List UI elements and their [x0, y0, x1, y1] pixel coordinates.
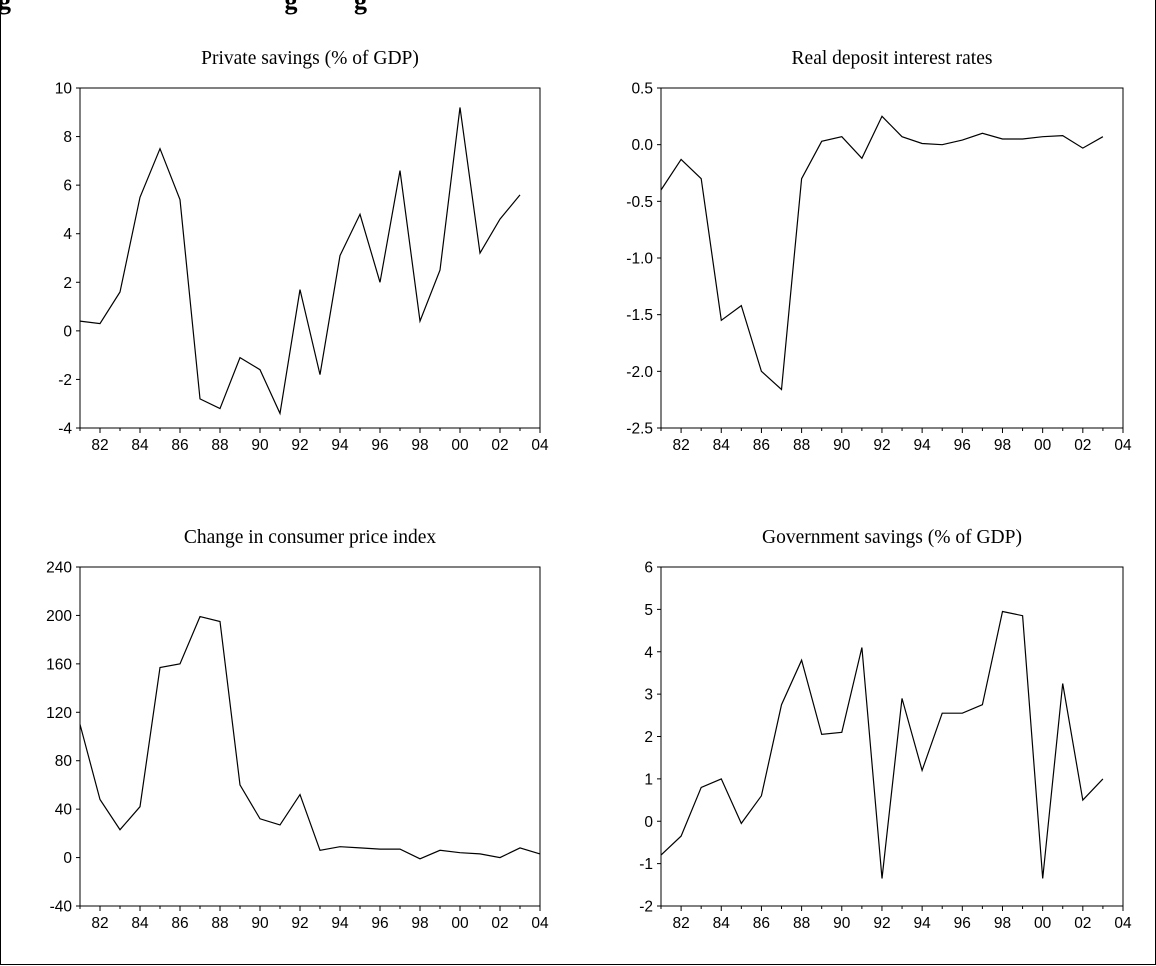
y-tick-label: -2 — [639, 899, 653, 916]
y-tick-label: -2.5 — [626, 421, 653, 438]
y-tick-label: 120 — [46, 705, 72, 722]
x-tick-label: 04 — [1114, 437, 1132, 454]
x-tick-label: 94 — [331, 437, 349, 454]
y-tick-label: -1.0 — [626, 251, 653, 268]
x-tick-label: 02 — [1074, 437, 1091, 454]
x-tick-label: 90 — [251, 915, 269, 932]
y-tick-label: 0 — [644, 814, 653, 831]
x-tick-label: 86 — [753, 915, 770, 932]
y-tick-label: 2 — [644, 729, 653, 746]
y-tick-label: 1 — [644, 771, 653, 788]
x-tick-label: 88 — [793, 915, 810, 932]
x-tick-label: 00 — [1034, 915, 1052, 932]
x-tick-label: 82 — [672, 915, 689, 932]
x-tick-label: 92 — [291, 437, 308, 454]
y-tick-label: -2.0 — [626, 364, 653, 381]
x-tick-label: 04 — [531, 437, 549, 454]
x-tick-label: 86 — [171, 437, 188, 454]
x-tick-label: 96 — [954, 915, 971, 932]
chart-title: Private savings (% of GDP) — [201, 48, 419, 69]
x-tick-label: 98 — [411, 437, 428, 454]
x-tick-label: 86 — [753, 437, 770, 454]
series-line — [79, 107, 521, 416]
plot-frame — [660, 87, 1124, 429]
x-tick-label: 82 — [91, 915, 108, 932]
chart-title: Government savings (% of GDP) — [762, 527, 1022, 548]
y-tick-label: -4 — [58, 421, 72, 438]
x-tick-label: 84 — [131, 437, 149, 454]
x-tick-label: 90 — [833, 915, 851, 932]
chart-2: Real deposit interest rates -2.5 -2.0 -1.5 -… — [626, 48, 1132, 454]
plot-frame — [79, 87, 541, 429]
series-line — [660, 115, 1104, 391]
x-tick-label: 86 — [171, 915, 188, 932]
x-tick-label: 00 — [451, 437, 469, 454]
x-tick-label: 02 — [491, 437, 508, 454]
series-line — [660, 610, 1104, 879]
y-tick-label: -2 — [58, 372, 72, 389]
x-tick-label: 98 — [411, 915, 428, 932]
x-tick-label: 94 — [914, 915, 932, 932]
y-tick-label: 4 — [63, 226, 72, 243]
x-tick-label: 92 — [291, 915, 308, 932]
x-tick-label: 94 — [331, 915, 349, 932]
x-tick-label: 96 — [371, 915, 388, 932]
x-tick-label: 84 — [131, 915, 149, 932]
x-tick-label: 82 — [672, 437, 689, 454]
x-tick-label: 98 — [994, 437, 1011, 454]
x-tick-label: 02 — [1074, 915, 1091, 932]
y-tick-label: 3 — [644, 687, 653, 704]
x-tick-label: 84 — [713, 915, 731, 932]
y-tick-label: -0.5 — [626, 194, 653, 211]
y-tick-label: -40 — [50, 899, 73, 916]
y-tick-label: 200 — [46, 608, 72, 625]
y-tick-label: 5 — [644, 602, 653, 619]
x-tick-label: 98 — [994, 915, 1011, 932]
x-tick-label: 82 — [91, 437, 108, 454]
x-tick-label: 02 — [491, 915, 508, 932]
chart-3: Change in consumer price index-400408012… — [46, 527, 549, 932]
y-tick-label: 6 — [644, 560, 653, 577]
y-tick-label: 8 — [63, 129, 72, 146]
y-tick-label: 2 — [63, 275, 72, 292]
y-tick-label: 10 — [55, 81, 73, 98]
y-tick-label: 160 — [46, 656, 72, 673]
x-tick-label: 88 — [793, 437, 810, 454]
x-tick-label: 92 — [873, 915, 890, 932]
y-tick-label: -1 — [639, 856, 653, 873]
x-tick-label: 04 — [531, 915, 549, 932]
x-tick-label: 04 — [1114, 915, 1132, 932]
y-tick-label: -1.5 — [626, 307, 653, 324]
plot-frame — [79, 566, 541, 907]
y-tick-label: 0 — [63, 850, 72, 867]
y-tick-label: 0.5 — [631, 81, 653, 98]
figure-heading-partial: g g g — [0, 0, 368, 15]
x-tick-label: 96 — [371, 437, 388, 454]
y-tick-label: 40 — [55, 802, 73, 819]
y-tick-label: 80 — [55, 753, 73, 770]
x-tick-label: 00 — [1034, 437, 1052, 454]
y-tick-label: 240 — [46, 560, 72, 577]
y-tick-label: 0.0 — [631, 137, 653, 154]
chart-title: Real deposit interest rates — [792, 48, 993, 69]
y-tick-label: 0 — [63, 323, 72, 340]
y-tick-label: 4 — [644, 644, 653, 661]
x-tick-label: 88 — [211, 437, 228, 454]
x-tick-label: 96 — [954, 437, 971, 454]
x-tick-label: 94 — [914, 437, 932, 454]
series-line — [79, 615, 541, 860]
x-tick-label: 84 — [713, 437, 731, 454]
plot-frame — [660, 566, 1124, 907]
x-tick-label: 90 — [833, 437, 851, 454]
chart-4: Government savings (% of GDP) -2 -1 0 1 2 3 4 5 6… — [639, 527, 1132, 932]
x-tick-label: 00 — [451, 915, 469, 932]
x-tick-label: 88 — [211, 915, 228, 932]
y-tick-label: 6 — [63, 178, 72, 195]
chart-title: Change in consumer price index — [184, 527, 437, 548]
x-tick-label: 92 — [873, 437, 890, 454]
x-tick-label: 90 — [251, 437, 269, 454]
